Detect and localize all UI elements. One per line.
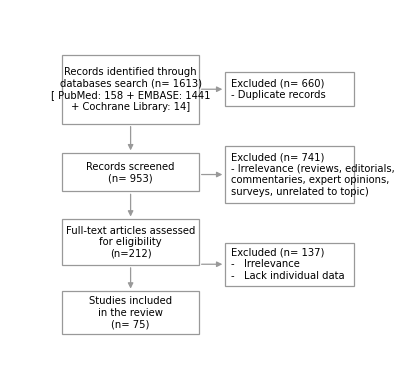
FancyBboxPatch shape bbox=[62, 55, 199, 124]
FancyBboxPatch shape bbox=[62, 291, 199, 334]
FancyBboxPatch shape bbox=[225, 243, 354, 286]
Text: Excluded (n= 741)
- Irrelevance (reviews, editorials,
commentaries, expert opini: Excluded (n= 741) - Irrelevance (reviews… bbox=[231, 152, 394, 197]
Text: Excluded (n= 660)
- Duplicate records: Excluded (n= 660) - Duplicate records bbox=[231, 78, 326, 100]
FancyBboxPatch shape bbox=[62, 153, 199, 191]
FancyBboxPatch shape bbox=[225, 72, 354, 106]
Text: Studies included
in the review
(n= 75): Studies included in the review (n= 75) bbox=[89, 296, 172, 329]
Text: Excluded (n= 137)
-   Irrelevance
-   Lack individual data: Excluded (n= 137) - Irrelevance - Lack i… bbox=[231, 248, 344, 281]
Text: Records identified through
databases search (n= 1613)
[ PubMed: 158 + EMBASE: 14: Records identified through databases sea… bbox=[51, 67, 210, 112]
Text: Records screened
(n= 953): Records screened (n= 953) bbox=[86, 162, 175, 183]
Text: Full-text articles assessed
for eligibility
(n=212): Full-text articles assessed for eligibil… bbox=[66, 226, 195, 259]
FancyBboxPatch shape bbox=[225, 146, 354, 203]
FancyBboxPatch shape bbox=[62, 219, 199, 265]
